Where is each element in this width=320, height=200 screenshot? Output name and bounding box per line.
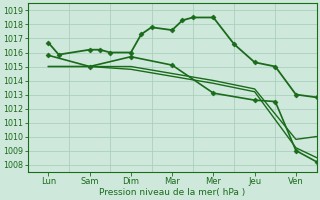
X-axis label: Pression niveau de la mer( hPa ): Pression niveau de la mer( hPa ) (99, 188, 245, 197)
